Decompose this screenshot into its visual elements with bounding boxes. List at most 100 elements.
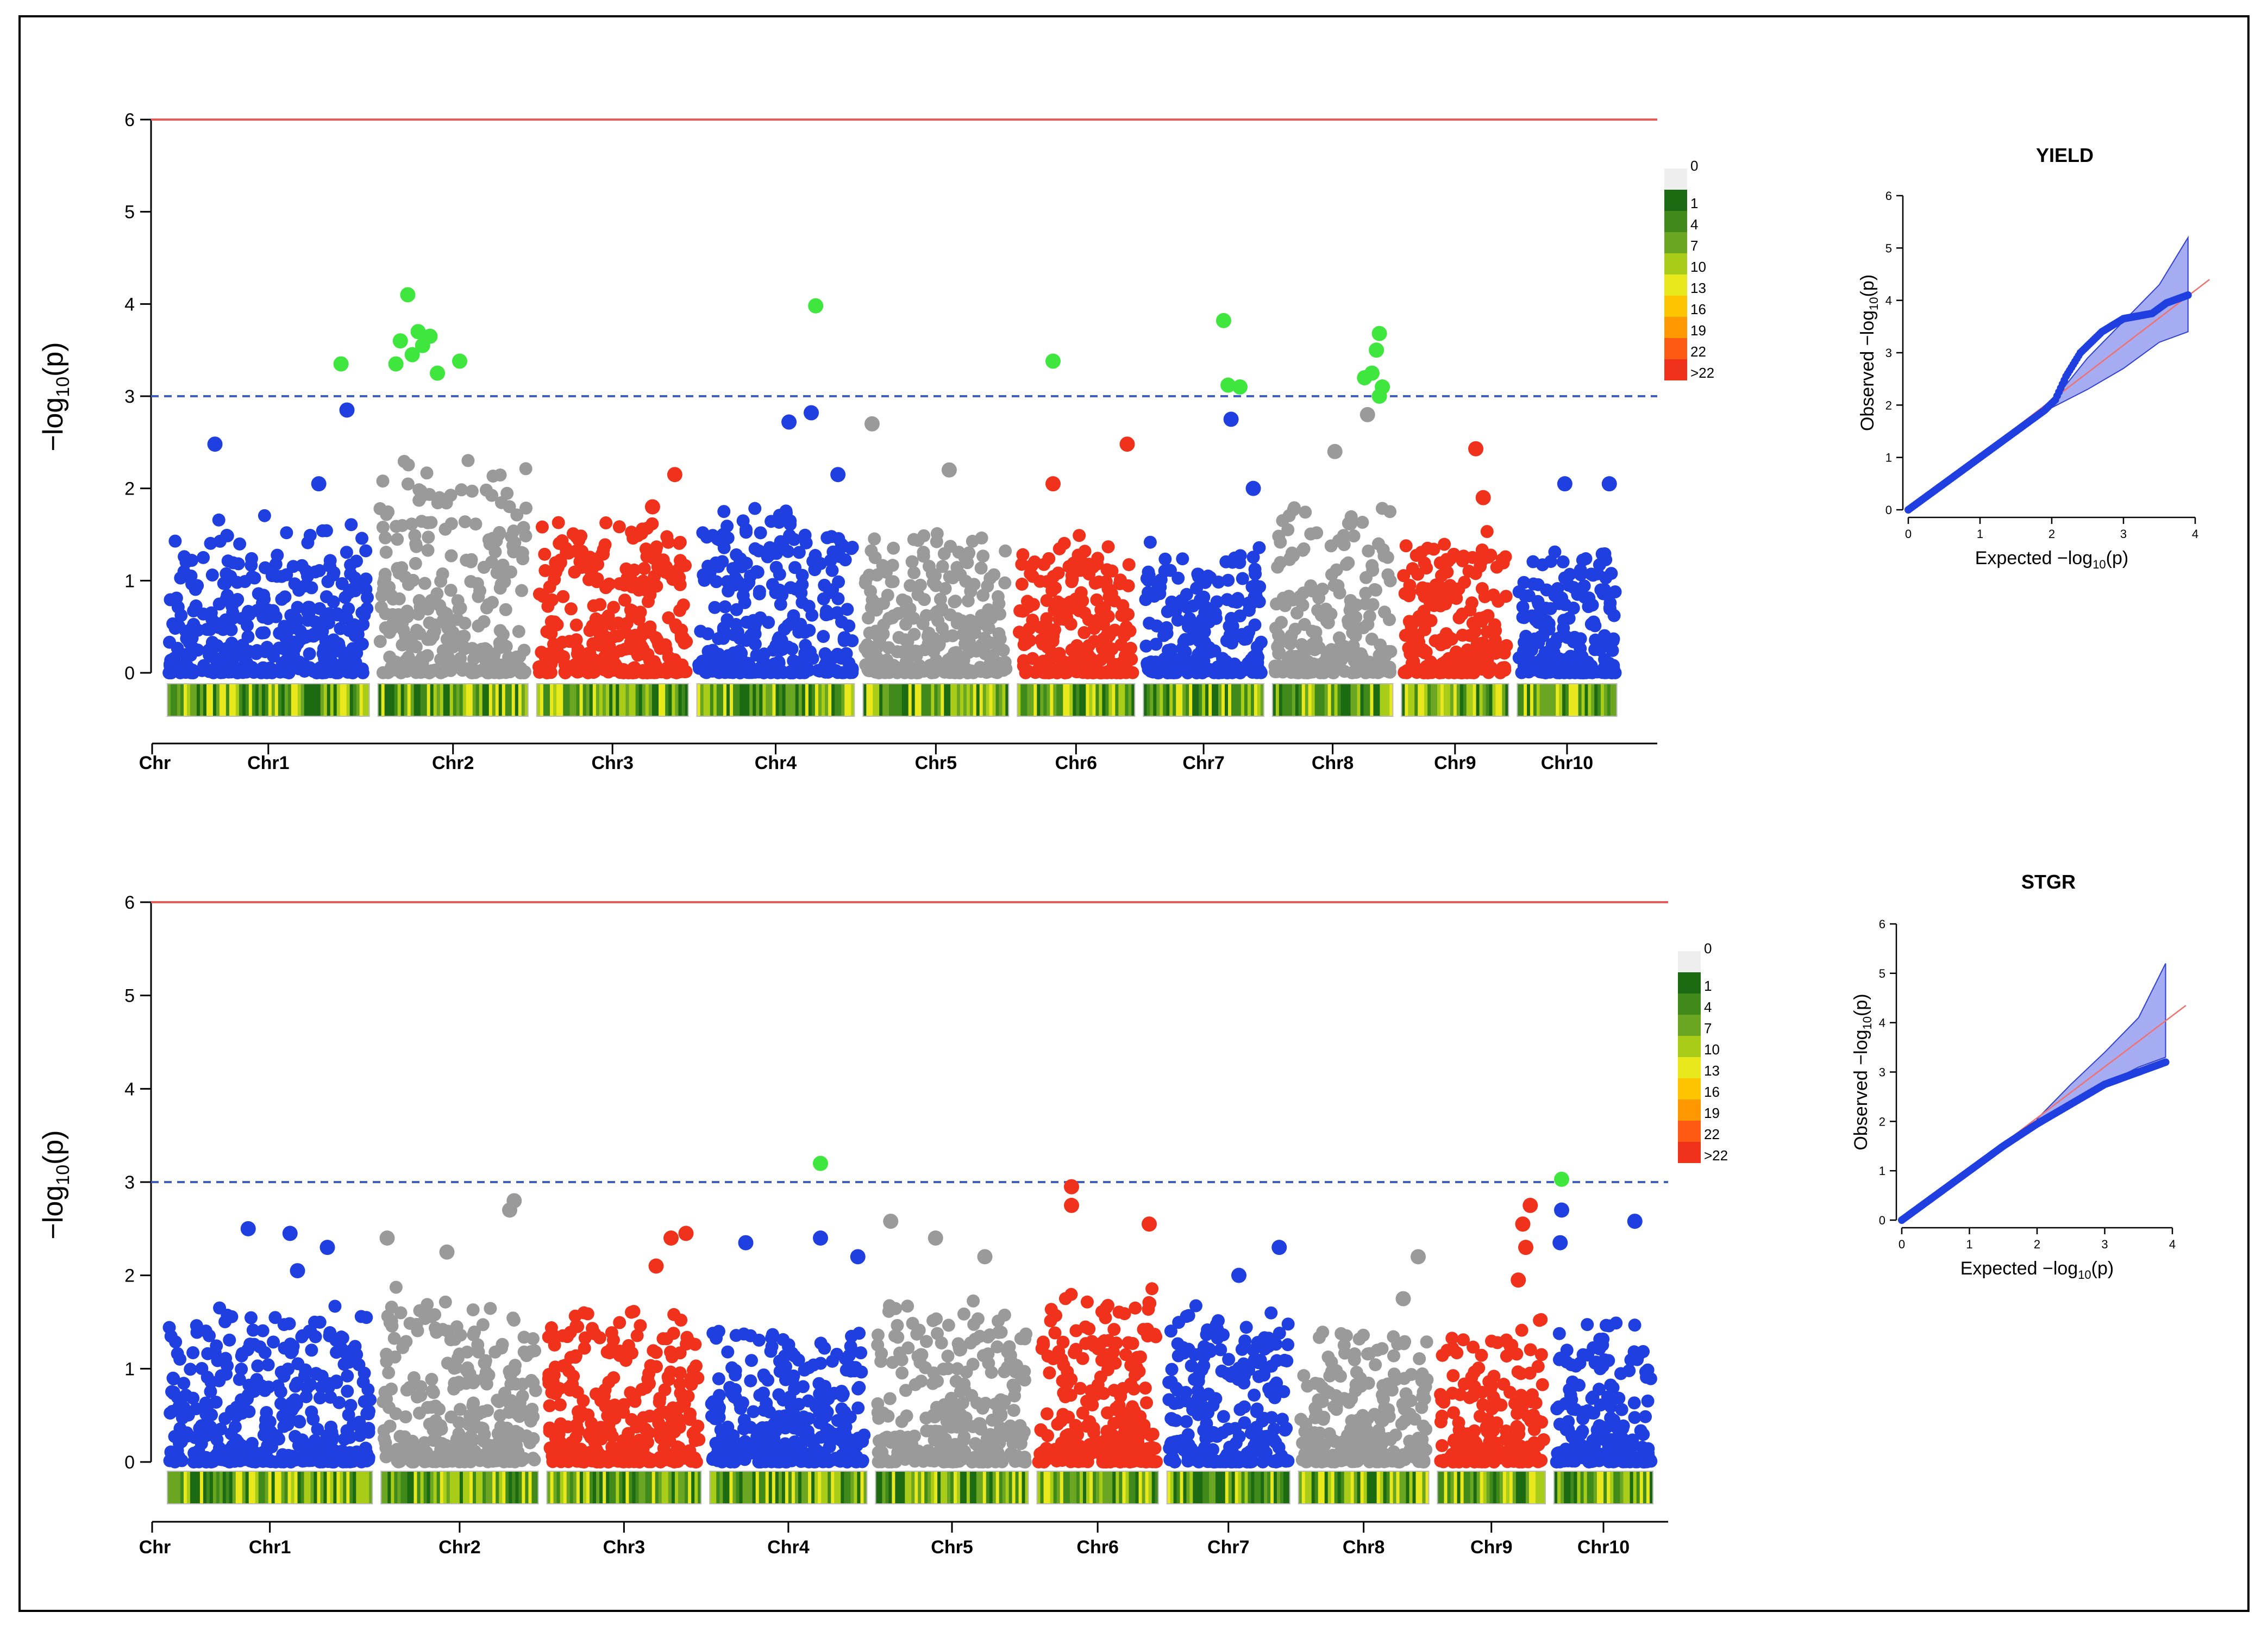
density-cell: [652, 1471, 656, 1504]
density-cell: [593, 1471, 597, 1504]
density-cell: [740, 684, 743, 716]
legend-swatch: [1664, 253, 1687, 274]
snp-point: [283, 666, 296, 679]
snp-point: [1335, 639, 1348, 652]
density-cell: [456, 1471, 460, 1504]
snp-point: [1100, 575, 1113, 588]
snp-point: [1567, 602, 1580, 615]
density-cell: [456, 684, 460, 716]
snp-point: [170, 591, 183, 604]
density-cell: [1295, 684, 1299, 716]
snp-point: [410, 1318, 423, 1331]
density-cell: [963, 684, 967, 716]
density-cell: [411, 684, 415, 716]
snp-point: [1031, 664, 1044, 677]
density-cell: [398, 684, 402, 716]
snp-point: [561, 1330, 574, 1343]
snp-point: [1233, 609, 1246, 622]
snp-point: [1123, 558, 1136, 571]
density-cell: [570, 1471, 574, 1504]
snp-point: [1051, 596, 1064, 609]
snp-point: [604, 1425, 617, 1438]
snp-point: [570, 633, 583, 646]
y-tick-label: 2: [124, 1266, 135, 1286]
significant-snp-point: [389, 357, 404, 372]
density-cell: [210, 684, 214, 716]
snp-point: [590, 1443, 603, 1457]
snp-point: [1057, 665, 1070, 678]
density-cell: [203, 1471, 207, 1504]
snp-point: [722, 584, 735, 597]
legend-label: >22: [1690, 365, 1714, 381]
density-cell: [1325, 684, 1329, 716]
snp-point: [471, 577, 484, 590]
snp-point: [431, 496, 444, 509]
density-cell: [1063, 684, 1067, 716]
density-cell: [1030, 684, 1034, 716]
snp-point: [780, 504, 793, 517]
legend-label: 0: [1690, 158, 1698, 174]
snp-point: [226, 1439, 239, 1452]
snp-point: [492, 1395, 505, 1408]
snp-point: [447, 1383, 460, 1396]
snp-point: [796, 569, 809, 582]
significant-snp-point: [808, 298, 823, 314]
snp-point: [712, 1325, 725, 1338]
density-cell: [1199, 684, 1202, 716]
snp-point: [502, 1203, 517, 1218]
density-cell: [848, 684, 851, 716]
density-cell: [759, 684, 763, 716]
snp-point: [496, 568, 509, 582]
snp-point: [467, 1303, 480, 1316]
snp-point: [904, 666, 917, 679]
density-cell: [272, 684, 275, 716]
density-cell: [391, 1471, 394, 1504]
density-cell: [1376, 684, 1380, 716]
snp-point: [864, 585, 877, 598]
snp-point: [642, 595, 655, 608]
snp-point: [434, 574, 447, 588]
snp-point: [647, 1344, 660, 1357]
density-cell: [1611, 684, 1614, 716]
snp-point: [935, 1336, 948, 1349]
snp-point: [967, 1358, 980, 1371]
density-cell: [557, 1471, 561, 1504]
density-cell: [174, 1471, 178, 1504]
snp-point: [667, 1327, 680, 1340]
density-cell: [733, 684, 737, 716]
density-cell: [512, 684, 516, 716]
x-tick-label: Chr1: [249, 1537, 291, 1558]
snp-point: [1148, 590, 1161, 603]
snp-point: [259, 1346, 272, 1359]
density-cell: [460, 684, 463, 716]
snp-point: [477, 1434, 490, 1447]
density-strip-chr1: [167, 1471, 373, 1504]
density-cell: [857, 1471, 861, 1504]
snp-point: [543, 1399, 556, 1413]
density-cell: [213, 1471, 217, 1504]
y-tick-label: 6: [124, 892, 135, 913]
snp-point: [471, 1338, 484, 1351]
snp-point: [428, 1308, 441, 1321]
snp-point: [653, 1392, 666, 1405]
density-cell: [466, 1471, 470, 1504]
snp-point: [319, 611, 332, 624]
y-tick-label: 4: [124, 1079, 135, 1099]
density-cell: [743, 684, 747, 716]
snp-point: [808, 563, 821, 576]
density-cell: [1040, 684, 1044, 716]
significant-snp-point: [1357, 370, 1372, 385]
snp-point: [405, 1455, 418, 1468]
snp-point: [664, 1419, 677, 1432]
snp-point: [682, 1390, 695, 1403]
density-cell: [285, 684, 289, 716]
density-cell: [460, 1471, 463, 1504]
density-cell: [746, 1471, 750, 1504]
density-cell: [1597, 684, 1601, 716]
snp-point: [461, 454, 474, 467]
snp-point: [817, 630, 830, 643]
density-cell: [762, 1471, 766, 1504]
snp-point: [504, 1368, 517, 1382]
snp-point: [311, 476, 327, 491]
density-cell: [713, 1471, 717, 1504]
